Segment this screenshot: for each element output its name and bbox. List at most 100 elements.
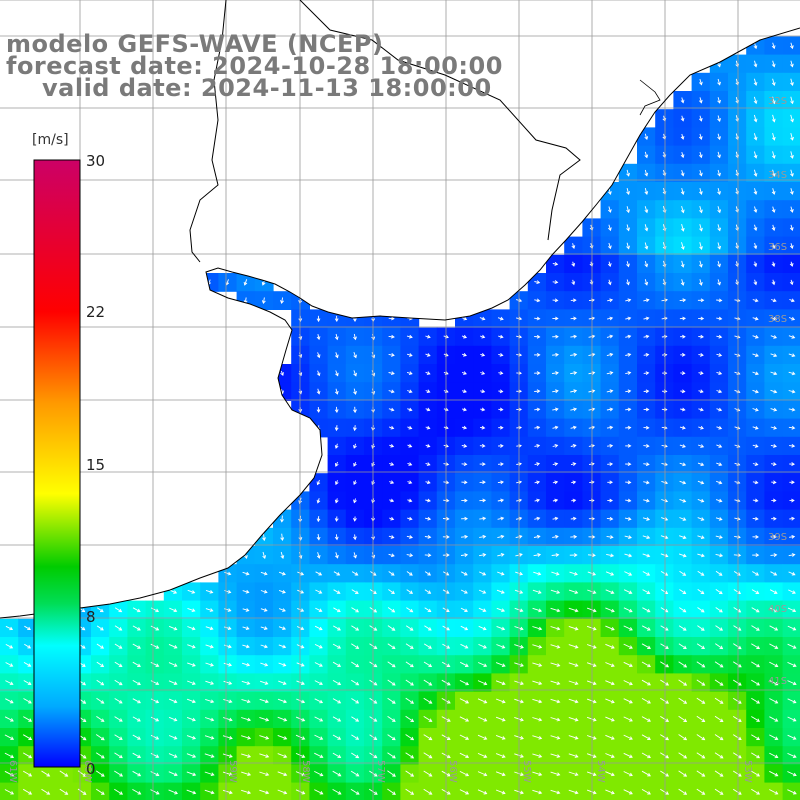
wind-arrow [771,462,777,467]
wind-arrow [351,716,360,722]
wind-arrow [406,571,413,576]
wind-arrow [716,480,723,485]
wind-arrow [699,242,703,250]
wind-arrow [680,389,686,394]
wind-arrow [570,534,578,539]
wind-arrow [568,589,579,595]
wind-arrow [605,771,615,777]
wind-arrow [642,571,651,576]
wind-arrow [96,643,105,649]
wind-arrow [644,260,649,268]
wind-arrow [570,516,577,521]
wind-arrow [333,607,341,613]
wind-arrow [625,480,632,485]
wind-arrow [333,589,341,594]
wind-arrow [241,771,252,777]
wind-arrow [316,352,321,359]
wind-arrow [478,662,488,667]
wind-arrow [315,571,323,576]
wind-arrow [22,752,33,759]
wind-arrow [132,607,141,613]
wind-arrow [660,770,670,777]
wind-cell [673,782,693,800]
wind-arrow [405,752,415,759]
wind-arrow [496,644,506,649]
wind-arrow [552,371,559,375]
wind-arrow [568,644,579,649]
wind-arrow [77,788,87,795]
wind-arrow [132,752,142,758]
wind-arrow [262,533,266,542]
wind-arrow [716,371,723,376]
wind-arrow [550,680,561,686]
wind-arrow [278,608,286,612]
lon-label: 58W [300,760,311,783]
wind-arrow [588,389,596,394]
wind-arrow [570,298,577,303]
wind-arrow [406,553,414,558]
wind-arrow [351,589,359,594]
wind-arrow [699,187,703,195]
wind-arrow [787,661,797,667]
wind-arrow [752,444,759,448]
wind-arrow [459,734,470,740]
wind-arrow [387,607,396,613]
wind-arrow [459,698,470,704]
wind-arrow [644,206,649,214]
wind-arrow [497,498,505,503]
wind-arrow [425,516,432,521]
wind-arrow [752,480,759,485]
wind-arrow [570,389,578,394]
forecast-date: forecast date: 2024-10-28 18:00:00 [6,52,503,80]
wind-arrow [770,407,778,412]
wind-arrow [770,553,778,557]
wind-arrow [477,752,488,759]
wind-cell [145,782,165,800]
wind-cell [91,782,110,800]
wind-arrow [586,735,597,740]
wind-arrow [568,698,579,704]
wind-arrow [789,60,794,68]
wind-arrow [460,625,469,631]
wind-arrow [660,643,669,649]
wind-arrow [771,261,776,267]
wind-arrow [150,771,160,777]
wind-arrow [550,789,561,795]
wind-arrow [205,608,214,612]
wind-arrow [150,789,160,795]
wind-arrow [752,407,759,412]
wind-arrow [351,734,360,740]
wind-arrow [716,462,723,467]
wind-arrow [571,261,576,267]
wind-arrow [680,334,686,339]
wind-arrow [660,535,669,540]
wind-arrow [186,698,196,704]
wind-arrow [789,480,795,485]
wind-arrow [660,697,670,704]
wind-arrow [641,625,651,631]
wind-arrow [314,789,324,795]
wind-arrow [352,516,357,522]
wind-arrow [241,789,252,795]
wind-arrow [278,644,287,649]
wind-arrow [495,662,506,667]
wind-arrow [351,661,360,668]
wind-arrow [260,662,269,667]
wind-arrow [587,589,597,595]
wind-arrow [605,643,615,649]
wind-arrow [461,353,467,357]
wind-cell [527,782,547,800]
wind-arrow [789,243,794,250]
wind-arrow [698,316,705,321]
wind-arrow [552,389,559,394]
wind-arrow [714,752,724,759]
wind-arrow [606,352,614,357]
wind-arrow [787,789,797,795]
wind-arrow [787,716,797,722]
wind-arrow [332,752,342,759]
wind-arrow [733,553,742,558]
wind-arrow [586,789,597,795]
wind-arrow [771,480,777,485]
wind-arrow [644,242,649,250]
